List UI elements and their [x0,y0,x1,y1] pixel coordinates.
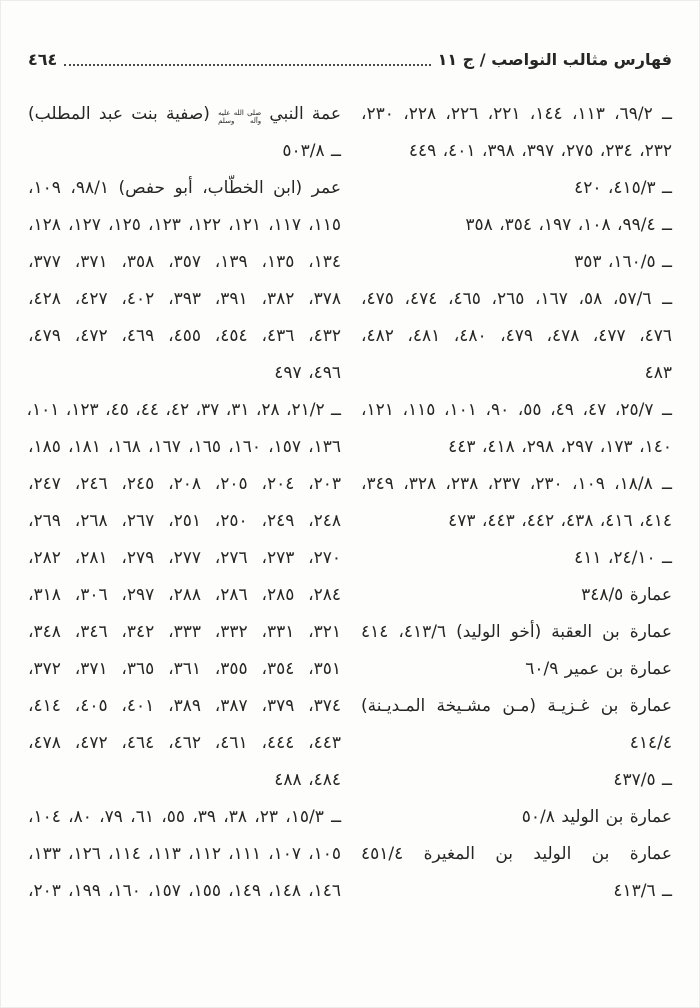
index-line: ــ ٩٩/٤، ١٠٨، ١٩٧، ٣٥٤، ٣٥٨ [465,215,672,235]
index-line: عمارة بن غـزيـة (مـن مشـيخة المـديـنة) [361,696,672,716]
index-line: ١٠٥، ١٠٧، ١١١، ١١٢، ١١٣، ١١٤، ١٢٦، ١٣٣، [28,844,342,864]
index-line: ــ ١٨/٨، ١٠٩، ٢٣٠، ٢٣٧، ٢٣٨، ٣٢٨، ٣٤٩، [361,474,673,494]
index-line: ٣٧٨، ٣٨٢، ٣٩١، ٣٩٣، ٤٠٢، ٤٢٧، ٤٢٨، [28,289,342,309]
index-line: ــ ٢٤/١٠، ٤١١ [574,548,672,568]
index-line: ٤١٤/٤ [629,733,672,753]
index-columns: ــ ٦٩/٢، ١١٣، ١٤٤، ٢٢١، ٢٢٦، ٢٢٨، ٢٣٠، ٢٣… [26,96,672,910]
index-line: ١٤٠، ١٧٣، ٢٩٧، ٢٩٨، ٤١٨، ٤٤٣ [448,437,672,457]
index-line: ــ ٢١/٢، ٢٨، ٣١، ٣٧، ٤٢، ٤٤، ٤٥، ١٢٣، ١٠… [26,400,341,420]
index-line: ــ ٦٩/٢، ١١٣، ١٤٤، ٢٢١، ٢٢٦، ٢٢٨، ٢٣٠، [361,104,673,124]
index-line: ١١٥، ١١٧، ١٢١، ١٢٢، ١٢٣، ١٢٥، ١٢٧، ١٢٨، [28,215,342,235]
index-line: ١٣٤، ١٣٥، ١٣٩، ٣٥٧، ٣٥٨، ٣٧١، ٣٧٧، [28,252,342,272]
index-line: ٢٠٣، ٢٠٤، ٢٠٥، ٢٠٨، ٢٤٥، ٢٤٦، ٢٤٧، [28,474,342,494]
index-line: ــ ١٥/٣، ٢٣، ٣٨، ٣٩، ٥٥، ٦١، ٧٩، ٨٠، ١٠٤… [28,807,342,827]
index-line: ــ ٥٠٣/٨ [282,141,341,161]
index-line: ــ ٢٥/٧، ٤٧، ٤٩، ٥٥، ٩٠، ١٠١، ١١٥، ١٢١، [361,400,673,420]
index-line: ١٣٦، ١٥٧، ١٦٠، ١٦٥، ١٦٧، ١٦٨، ١٨١، ١٨٥، [28,437,342,457]
index-line: ــ ١٦٠/٥، ٣٥٣ [574,252,672,272]
index-column-right: ــ ٦٩/٢، ١١٣، ١٤٤، ٢٢١، ٢٢٦، ٢٢٨، ٢٣٠، ٢٣… [361,96,672,910]
index-line: ٢٣٢، ٢٣٤، ٢٧٥، ٣٩٧، ٣٩٨، ٤٠١، ٤٤٩ [408,141,672,161]
page-header: فهارس مثالب النواصب / ج ١١ ٤٦٤ [28,47,672,73]
header-dotted-leader [64,64,431,66]
honorific-bottom: وآله وسلم [218,117,262,125]
index-line: عمارة بن الوليد بن المغيرة ٤٥١/٤ [361,844,672,864]
index-line: عمة النبي صلى الله عليه وآله وسلم (صفية ب… [28,96,341,133]
index-line: ــ ٤١٥/٣، ٤٢٠ [574,178,672,198]
index-line: ٣٧٤، ٣٧٩، ٣٨٧، ٣٨٩، ٤٠١، ٤٠٥، ٤١٤، [28,696,342,716]
index-line: عمارة بن عمير ٦٠/٩ [525,659,672,679]
index-line: ٤٤٣، ٤٤٤، ٤٦١، ٤٦٢، ٤٦٤، ٤٧٢، ٤٧٨، [28,733,342,753]
index-line: ــ ٤٣٧/٥ [613,770,672,790]
index-line: عمارة بن الوليد ٥٠/٨ [521,807,672,827]
header-page-number: ٤٦٤ [28,50,58,69]
honorific-top: صلى الله عليه [218,108,262,117]
index-line: ٤٧٦، ٤٧٧، ٤٧٨، ٤٧٩، ٤٨٠، ٤٨١، ٤٨٢، [361,326,673,346]
index-column-left: عمة النبي صلى الله عليه وآله وسلم (صفية ب… [26,96,342,910]
index-line: ــ ٥٧/٦، ٥٨، ١٦٧، ٢٦٥، ٤٦٥، ٤٧٤، ٤٧٥، [361,289,673,309]
entry-text: عمة النبي [269,104,341,124]
index-line: ٤٣٢، ٤٣٦، ٤٥٤، ٤٥٥، ٤٦٩، ٤٧٢، ٤٧٩، [28,326,342,346]
index-line: ٣٥١، ٣٥٤، ٣٥٥، ٣٦١، ٣٦٥، ٣٧١، ٣٧٢، [28,659,342,679]
index-line: عمارة ٣٤٨/٥ [581,585,672,605]
index-line: ٤٨٣ [644,363,672,383]
index-line: ٢٤٨، ٢٤٩، ٢٥٠، ٢٥١، ٢٦٧، ٢٦٨، ٢٦٩، [28,511,342,531]
index-line: ــ ٤١٣/٦ [613,881,672,901]
index-line: عمر (ابن الخطّاب، أبو حفص) ٩٨/١، ١٠٩، [28,178,341,198]
index-line: ٢٧٠، ٢٧٣، ٢٧٦، ٢٧٧، ٢٧٩، ٢٨١، ٢٨٢، [28,548,342,568]
index-line: ٢٨٤، ٢٨٥، ٢٨٦، ٢٨٨، ٢٩٧، ٣٠٦، ٣١٨، [28,585,342,605]
entry-text: (صفية بنت عبد المطلب) [28,104,210,124]
header-title: فهارس مثالب النواصب / ج ١١ [437,50,672,69]
index-line: ٤٩٦، ٤٩٧ [274,363,341,383]
index-line: ٤٨٤، ٤٨٨ [274,770,341,790]
index-line: ٣٢١، ٣٣١، ٣٣٢، ٣٣٣، ٣٤٢، ٣٤٦، ٣٤٨، [28,622,342,642]
index-line: ٤١٤، ٤١٦، ٤٣٨، ٤٤٢، ٤٤٣، ٤٧٣ [448,511,672,531]
index-line: ١٤٦، ١٤٨، ١٤٩، ١٥٥، ١٥٧، ١٦٠، ١٩٩، ٢٠٣، [28,881,342,901]
prophet-honorific-mark: صلى الله عليه وآله وسلم [218,109,261,125]
index-line: عمارة بن العقبة (أخو الوليد) ٤١٣/٦، ٤١٤ [361,622,673,642]
